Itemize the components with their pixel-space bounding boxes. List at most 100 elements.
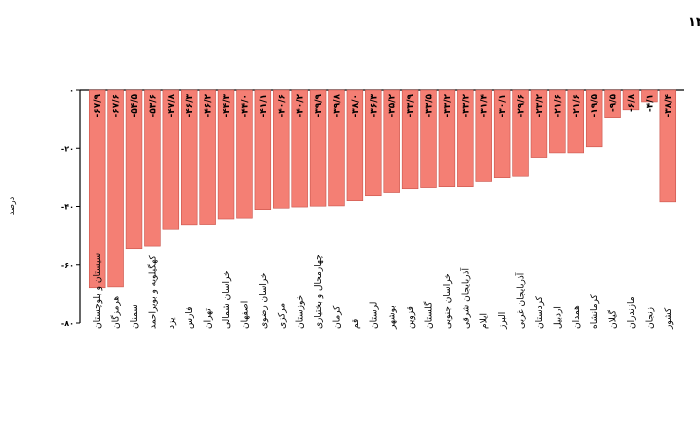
bar [309,89,327,207]
data-label: -۲۹/۶ [517,94,527,118]
x-tick-label: هرمزگان [110,296,122,329]
x-tick-label: قم [351,319,361,329]
x-tick-label: بوشهر [388,305,398,330]
bar [125,89,143,250]
bar [107,89,124,288]
x-tick-label: اصفهان [240,301,250,329]
x-tick-label: گیلان [607,309,619,329]
bar [181,89,198,226]
data-label: -۱۹/۵ [590,94,600,118]
bar [475,89,492,182]
data-label: -۲۱/۶ [553,94,563,118]
data-label: -۴۷/۸ [167,94,177,118]
x-tick-label: خراسان شمالی [222,270,232,329]
x-tick-label: چهارمحال و بختیاری [314,254,324,329]
y-tick-label: -۸۰ [61,319,74,328]
bar [346,89,364,201]
x-tick-label: گلستان [423,301,435,329]
x-tick-label: کهگیلویه و بویراحمد [146,255,158,329]
bar [512,89,529,177]
data-label: -۳۰/۱ [498,94,508,118]
data-label: -۴۰/۶ [277,94,287,118]
data-label: -۵۳/۶ [148,94,158,118]
data-label: -۳۱/۴ [480,94,490,118]
data-label: -۴/۱ [645,94,655,112]
bar [199,89,216,225]
x-tick-label: زنجان [645,307,655,329]
x-tick-label: ایلام [480,313,490,329]
data-label: -۶۷/۹ [93,94,103,118]
bar [641,89,658,103]
x-tick-label: سیستان و بلوچستان [93,253,103,329]
bar [493,89,511,178]
x-tick-label: همدان [572,305,582,329]
x-tick-label: اردبیل [553,306,563,329]
bar [604,89,621,118]
data-label: -۳۵/۲ [388,94,398,118]
bar [549,89,566,154]
data-label: -۴۶/۲ [204,94,214,118]
data-label: -۳۸/۰ [351,94,361,118]
data-labels: -۶۷/۹ -۶۷/۶ -۵۴/۵ -۵۳/۶ -۴۷/۸ -۴۶/۳ -۴۶/۲ -۴۴/۳… [93,94,674,118]
x-tick-label: کرمان [332,305,342,329]
data-label: -۳۶/۳ [369,94,379,118]
bar [383,89,400,193]
data-label: -۳۳/۲ [461,94,471,118]
data-label: -۲۱/۶ [572,94,582,118]
data-label: -۳۳/۹ [406,94,416,118]
bars [88,89,677,289]
x-tick-label: لرستان [369,302,379,329]
data-label: -۶/۸ [627,94,637,113]
x-tick-label: سمنان [130,304,140,329]
x-tick-label: کرمانشاه [590,293,600,329]
data-label: -۳۹/۹ [314,94,324,118]
data-label: -۴۶/۳ [185,94,195,118]
bar [328,89,345,207]
x-tick-label: مرکزی [277,303,287,329]
bar [401,89,419,190]
x-tick-label: فارس [185,307,195,329]
y-tick-label: -۶۰ [61,261,74,270]
bar [162,89,180,230]
bar [365,89,382,197]
data-label: -۴۴/۰ [240,94,250,118]
y-tick-label: -۴۰ [61,203,74,212]
x-tick-label: تهران [204,308,214,329]
bar [88,89,106,289]
bar [585,89,603,148]
x-tick-label: قزوین [406,306,416,329]
data-label: -۳۳/۲ [443,94,453,118]
data-label: -۳۹/۸ [332,94,342,118]
data-label: -۳۸/۴ [664,94,674,118]
x-tick-label: خوزستان [296,295,306,329]
bar [567,89,584,154]
x-tick-label: خراسان جنوبی [443,273,453,329]
x-axis-ticks: سیستان و بلوچستان هرمزگان سمنان کهگیلویه و … [93,253,674,330]
bar [144,89,161,247]
x-tick-label: خراسان رضوی [259,273,269,329]
x-tick-label: کشور [664,307,674,330]
bar [273,89,290,209]
bar [420,89,437,188]
data-label: -۳۳/۵ [425,94,435,118]
bar [438,89,456,187]
x-tick-label: یزد [167,317,177,329]
data-label: -۹/۵ [609,94,619,113]
data-label: -۵۴/۵ [130,94,140,118]
data-label: -۲۳/۲ [535,94,545,118]
data-label: -۶۷/۶ [112,94,122,118]
y-axis-ticks: ۰ -۲۰ -۴۰ -۶۰ -۸۰ [61,86,80,328]
bar [457,89,474,187]
bar [530,89,548,158]
data-label: -۴۴/۳ [222,94,232,118]
x-tick-label: آذربایجان شرقی [459,268,471,329]
chart-title: نمودار اختلاف درصد تامین بارش سال آبی جا… [688,13,700,30]
bar [217,89,235,220]
x-tick-label: مازندران [627,296,637,329]
bar [622,89,640,111]
y-axis-label: درصد [7,196,16,215]
x-tick-label: کردستان [535,295,545,329]
bar [254,89,272,210]
data-label: -۴۰/۲ [296,94,306,118]
